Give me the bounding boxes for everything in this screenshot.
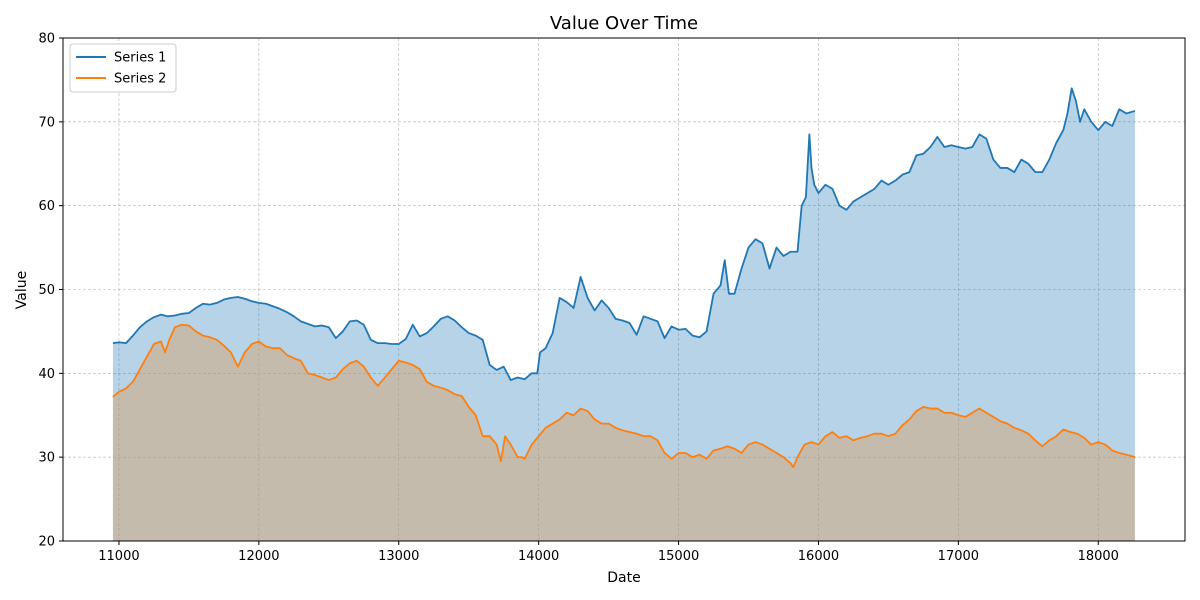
area-fills: [112, 88, 1135, 542]
series-1-line: [112, 87, 1136, 381]
x-tick-label: 11000: [98, 549, 139, 564]
series-2-area: [112, 324, 1135, 541]
x-tick-label: 15000: [658, 549, 699, 564]
y-tick-label: 40: [38, 367, 55, 382]
y-tick-label: 60: [38, 199, 55, 214]
legend-series-2-label: Series 2: [114, 72, 166, 87]
legend: Series 1 Series 2: [69, 43, 177, 93]
x-axis-label: Date: [607, 570, 640, 586]
y-axis-label: Value: [14, 271, 30, 309]
y-tick-label: 80: [38, 32, 55, 47]
y-tick-label: 50: [38, 283, 55, 298]
series-lines: [112, 87, 1136, 469]
legend-series-1-label: Series 1: [114, 51, 166, 66]
x-tick-label: 18000: [1078, 549, 1119, 564]
x-tick-label: 12000: [238, 549, 279, 564]
x-tick-label: 13000: [378, 549, 419, 564]
x-tick-label: 17000: [938, 549, 979, 564]
chart-title: Value Over Time: [550, 13, 698, 34]
y-tick-label: 30: [38, 451, 55, 466]
x-tick-label: 16000: [798, 549, 839, 564]
axis-ticks: 11000 12000 13000 14000 15000 16000 17000 18000…: [38, 32, 1118, 565]
series-2-line: [112, 323, 1136, 469]
y-tick-label: 70: [38, 115, 55, 130]
y-tick-label: 20: [38, 535, 55, 550]
x-tick-label: 14000: [518, 549, 559, 564]
